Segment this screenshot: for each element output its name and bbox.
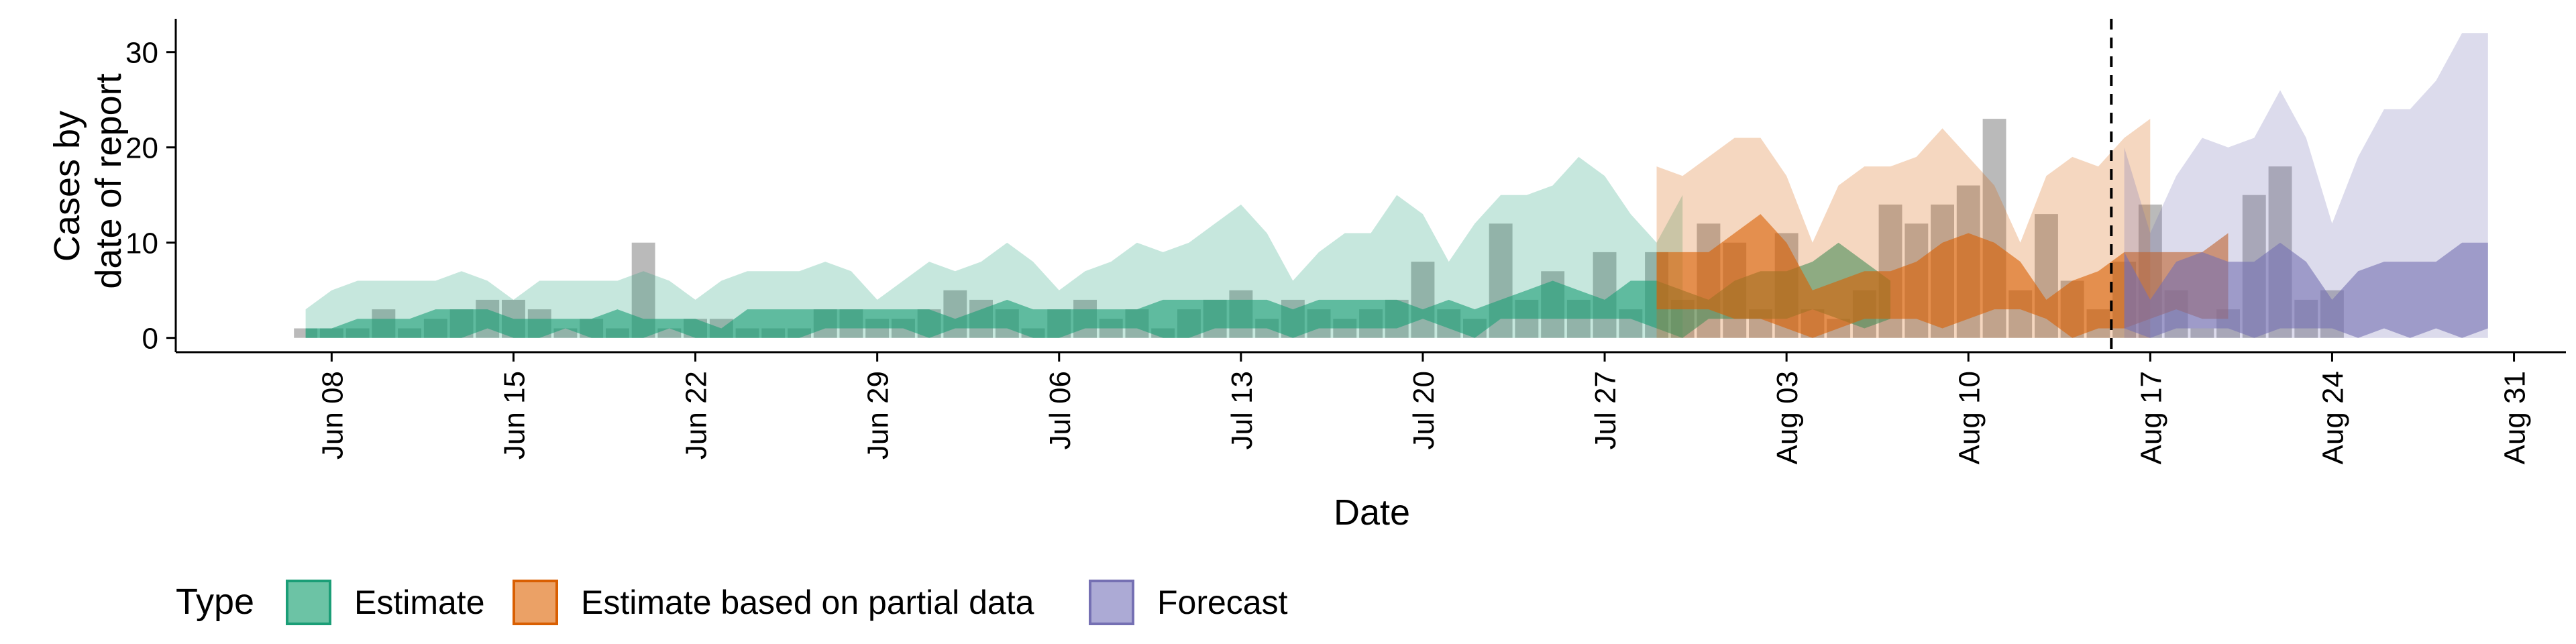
estimate-outer-ribbon bbox=[305, 156, 1683, 338]
x-tick-label: Jul 06 bbox=[1044, 371, 1077, 449]
y-axis-title-line-1: Cases by bbox=[47, 111, 87, 262]
case-bar bbox=[1411, 262, 1435, 338]
case-bar bbox=[553, 328, 578, 338]
x-tick-label: Jun 29 bbox=[862, 371, 895, 460]
axes-layer bbox=[166, 19, 2566, 362]
y-tick-label: 10 bbox=[125, 227, 158, 260]
legend-key-forecast bbox=[1089, 580, 1134, 625]
estimate-inner-ribbon bbox=[305, 242, 1891, 338]
x-tick-label: Jul 13 bbox=[1226, 371, 1258, 449]
legend-label-forecast: Forecast bbox=[1157, 584, 1288, 621]
x-tick-label: Aug 31 bbox=[2499, 371, 2532, 464]
x-tick-label: Aug 24 bbox=[2316, 371, 2349, 464]
y-axis-title: Cases by date of report bbox=[47, 73, 129, 288]
x-tick-label: Aug 10 bbox=[1953, 371, 1986, 464]
legend-title: Type bbox=[176, 582, 254, 622]
x-tick-labels: Jun 08 Jun 15 Jun 22 Jun 29 Jul 06 Jul 13 Jul … bbox=[316, 371, 2531, 464]
x-tick-label: Jul 20 bbox=[1407, 371, 1440, 449]
legend-label-estimate: Estimate bbox=[354, 584, 485, 621]
estimate-based-on-partial-data-inner-ribbon bbox=[1656, 214, 2229, 338]
x-tick-label: Aug 17 bbox=[2135, 371, 2167, 464]
legend-label-estimate-based-on-partial-data: Estimate based on partial data bbox=[581, 584, 1034, 621]
x-axis-title: Date bbox=[1334, 492, 1410, 533]
x-tick-label: Jun 22 bbox=[680, 371, 713, 460]
legend: Type Estimate Estimate based on partial d… bbox=[176, 580, 1288, 625]
x-tick-label: Jul 27 bbox=[1589, 371, 1622, 449]
y-tick-labels: 0 10 20 30 bbox=[125, 37, 158, 356]
forecast-inner-ribbon bbox=[2124, 242, 2488, 338]
ribbons-layer bbox=[305, 33, 2488, 338]
y-tick-label: 20 bbox=[125, 132, 158, 165]
y-tick-label: 30 bbox=[125, 37, 158, 70]
y-axis-title-line-2: date of report bbox=[89, 73, 129, 288]
x-tick-label: Aug 03 bbox=[1771, 371, 1804, 464]
case-bar bbox=[2190, 328, 2214, 338]
legend-key-estimate-based-on-partial-data bbox=[513, 580, 558, 625]
legend-key-estimate bbox=[286, 580, 331, 625]
y-tick-label: 0 bbox=[142, 323, 158, 356]
x-tick-label: Jun 15 bbox=[498, 371, 531, 460]
case-bar bbox=[657, 328, 682, 338]
x-tick-label: Jun 08 bbox=[316, 371, 349, 460]
